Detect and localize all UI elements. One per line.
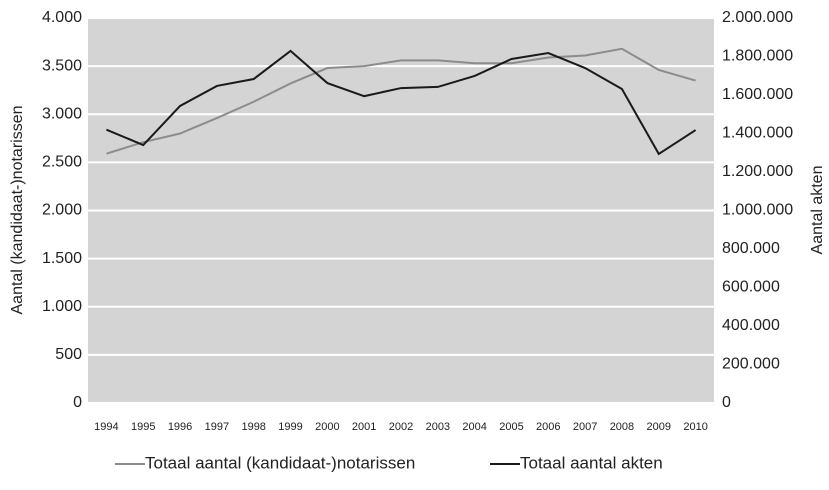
y-tick-label: 0 — [73, 394, 82, 411]
y2-tick-label: 1.200.000 — [722, 163, 793, 180]
y2-tick-label: 1.600.000 — [722, 86, 793, 103]
x-tick-label: 1998 — [241, 421, 265, 433]
y-tick-label: 4.000 — [42, 9, 82, 26]
x-tick-label: 1996 — [168, 421, 192, 433]
y2-tick-label: 200.000 — [722, 356, 780, 373]
y-tick-label: 3.500 — [42, 57, 82, 74]
x-tick-label: 1997 — [205, 421, 229, 433]
y2-tick-label: 2.000.000 — [722, 9, 793, 26]
y2-axis-label: Aantal akten — [809, 166, 826, 255]
x-tick-label: 1999 — [278, 421, 302, 433]
x-tick-label: 1995 — [131, 421, 155, 433]
y2-tick-label: 400.000 — [722, 317, 780, 334]
y-tick-label: 2.000 — [42, 202, 82, 219]
series-line — [106, 47, 696, 155]
x-tick-label: 2008 — [610, 421, 634, 433]
y-tick-label: 500 — [55, 346, 82, 363]
y-tick-label: 2.500 — [42, 154, 82, 171]
x-tick-label: 2000 — [315, 421, 339, 433]
y-tick-label: 1.000 — [42, 298, 82, 315]
x-tick-label: 2007 — [573, 421, 597, 433]
y2-tick-label: 600.000 — [722, 279, 780, 296]
legend-label: Totaal aantal (kandidaat-)notarissen — [145, 453, 415, 472]
x-tick-label: 2002 — [389, 421, 413, 433]
x-tick-label: 2004 — [462, 421, 486, 433]
y-tick-label: 3.000 — [42, 105, 82, 122]
series-line — [106, 49, 697, 156]
x-tick-label: 2009 — [647, 421, 671, 433]
x-tick-label: 2006 — [536, 421, 560, 433]
y-axis-label: Aantal (kandidaat-)notarissen — [9, 105, 26, 314]
x-tick-label: 2001 — [352, 421, 376, 433]
y2-tick-label: 0 — [722, 394, 731, 411]
x-tick-label: 2005 — [499, 421, 523, 433]
legend-label: Totaal aantal akten — [520, 453, 663, 472]
y2-tick-label: 1.400.000 — [722, 125, 793, 142]
y2-tick-label: 800.000 — [722, 240, 780, 257]
y2-tick-label: 1.000.000 — [722, 202, 793, 219]
y2-tick-label: 1.800.000 — [722, 48, 793, 65]
x-tick-label: 1994 — [94, 421, 118, 433]
x-tick-label: 2010 — [683, 421, 707, 433]
y-tick-label: 1.500 — [42, 250, 82, 267]
x-tick-label: 2003 — [426, 421, 450, 433]
